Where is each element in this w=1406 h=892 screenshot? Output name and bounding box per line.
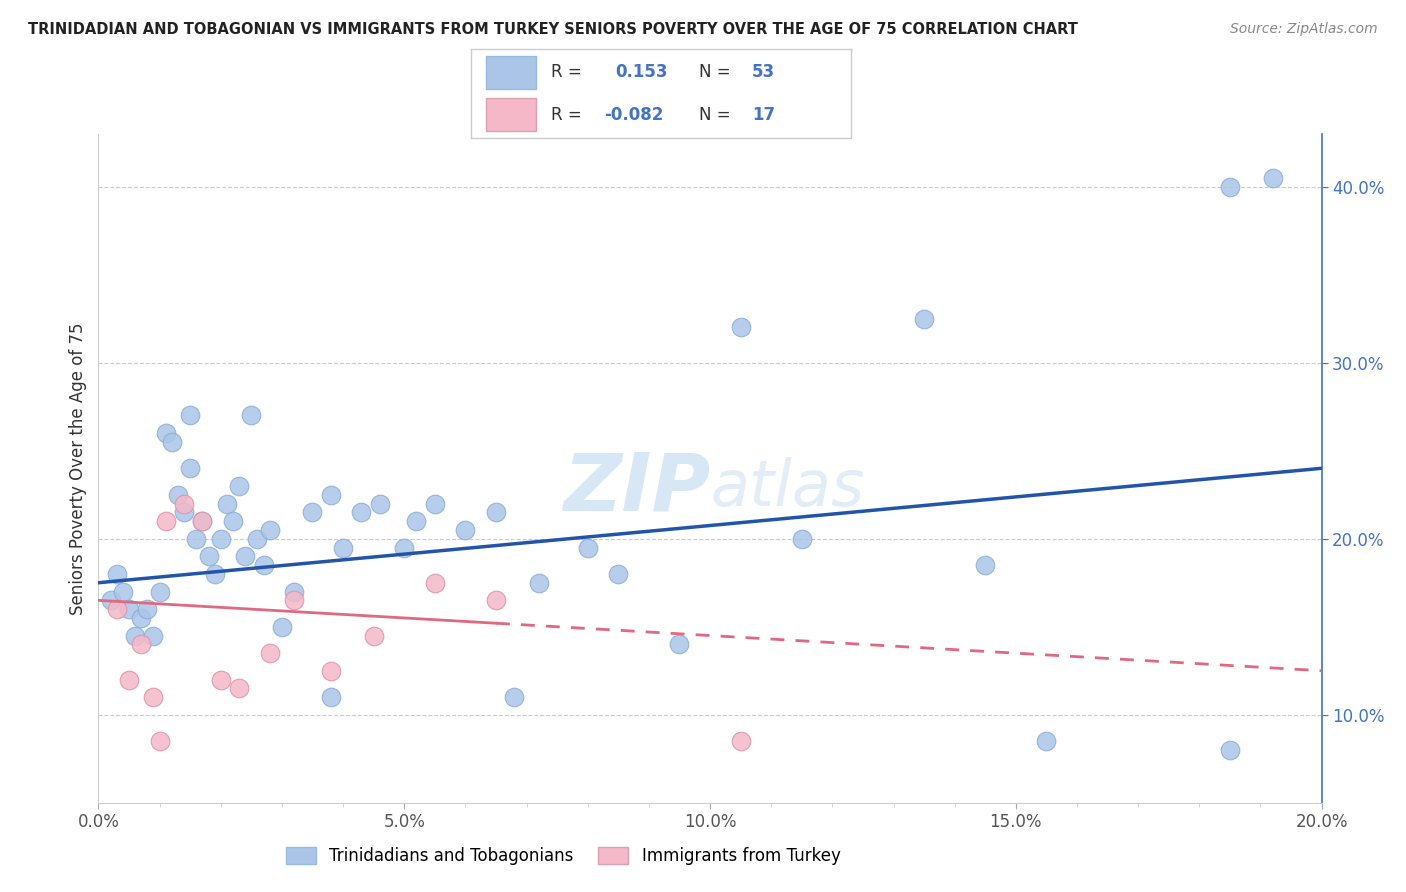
Point — [149, 734, 172, 748]
Text: R =: R = — [551, 63, 582, 81]
Point — [167, 488, 190, 502]
Point — [283, 584, 305, 599]
Point — [423, 496, 446, 510]
Text: N =: N = — [699, 106, 730, 124]
Point — [405, 514, 427, 528]
Point — [730, 734, 752, 748]
Point — [100, 593, 122, 607]
Point — [319, 690, 342, 705]
Point — [790, 532, 813, 546]
Point — [129, 637, 152, 651]
Point — [1261, 170, 1284, 185]
Point — [228, 479, 250, 493]
Y-axis label: Seniors Poverty Over the Age of 75: Seniors Poverty Over the Age of 75 — [69, 322, 87, 615]
Point — [368, 496, 391, 510]
Point — [1035, 734, 1057, 748]
Point — [155, 426, 177, 441]
Text: ZIP: ZIP — [562, 450, 710, 527]
Bar — [486, 56, 536, 89]
Legend: Trinidadians and Tobagonians, Immigrants from Turkey: Trinidadians and Tobagonians, Immigrants… — [280, 840, 848, 871]
Text: 17: 17 — [752, 106, 775, 124]
Point — [228, 681, 250, 696]
Point — [454, 523, 477, 537]
Point — [118, 602, 141, 616]
Point — [173, 496, 195, 510]
Point — [392, 541, 416, 555]
Text: Source: ZipAtlas.com: Source: ZipAtlas.com — [1230, 22, 1378, 37]
Point — [332, 541, 354, 555]
Text: 53: 53 — [752, 63, 775, 81]
Point — [105, 602, 128, 616]
Point — [576, 541, 599, 555]
Point — [179, 461, 201, 475]
Text: 0.153: 0.153 — [616, 63, 668, 81]
Point — [252, 558, 274, 573]
Point — [912, 311, 935, 326]
Text: R =: R = — [551, 106, 582, 124]
Point — [974, 558, 997, 573]
Point — [111, 584, 134, 599]
Point — [215, 496, 238, 510]
Point — [1219, 743, 1241, 757]
Point — [319, 488, 342, 502]
Point — [136, 602, 159, 616]
Point — [233, 549, 256, 564]
Point — [350, 505, 373, 519]
Point — [149, 584, 172, 599]
Point — [301, 505, 323, 519]
Point — [118, 673, 141, 687]
Point — [222, 514, 245, 528]
Point — [607, 566, 630, 581]
Point — [668, 637, 690, 651]
Point — [142, 690, 165, 705]
Point — [209, 532, 232, 546]
Text: N =: N = — [699, 63, 730, 81]
Point — [527, 575, 550, 590]
Point — [160, 434, 183, 449]
Point — [259, 523, 281, 537]
Point — [423, 575, 446, 590]
Bar — [486, 98, 536, 131]
Point — [485, 505, 508, 519]
Point — [191, 514, 214, 528]
Point — [204, 566, 226, 581]
Point — [186, 532, 208, 546]
Point — [105, 566, 128, 581]
Point — [730, 320, 752, 334]
Point — [363, 629, 385, 643]
Text: atlas: atlas — [710, 458, 865, 519]
Point — [319, 664, 342, 678]
Point — [503, 690, 526, 705]
Point — [142, 629, 165, 643]
Point — [270, 620, 294, 634]
Point — [173, 505, 195, 519]
Point — [259, 646, 281, 660]
Text: -0.082: -0.082 — [605, 106, 664, 124]
Point — [124, 629, 146, 643]
Text: TRINIDADIAN AND TOBAGONIAN VS IMMIGRANTS FROM TURKEY SENIORS POVERTY OVER THE AG: TRINIDADIAN AND TOBAGONIAN VS IMMIGRANTS… — [28, 22, 1078, 37]
Point — [179, 409, 201, 423]
Point — [209, 673, 232, 687]
Point — [129, 611, 152, 625]
Point — [240, 409, 263, 423]
Point — [485, 593, 508, 607]
Point — [246, 532, 269, 546]
Point — [1219, 179, 1241, 194]
Point — [155, 514, 177, 528]
Point — [283, 593, 305, 607]
Point — [191, 514, 214, 528]
Point — [197, 549, 219, 564]
